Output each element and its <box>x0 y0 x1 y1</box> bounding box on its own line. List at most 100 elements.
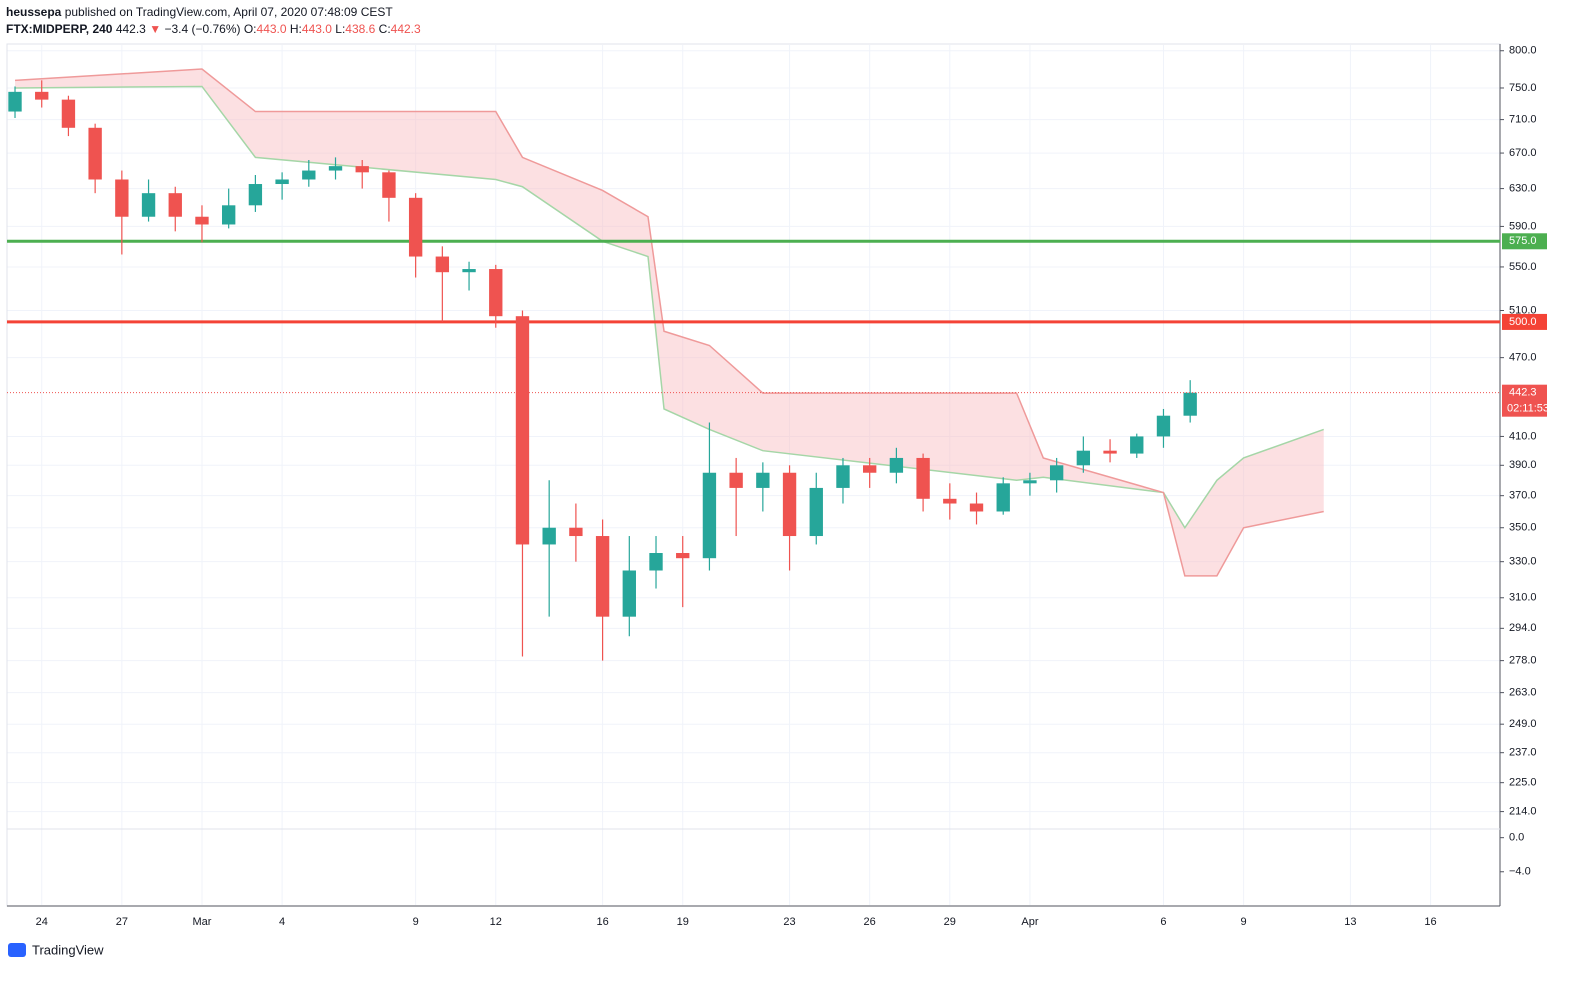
y-tick-label: 510.0 <box>1509 304 1537 316</box>
candle-body <box>408 197 423 257</box>
y-tick-label: 710.0 <box>1509 114 1537 126</box>
candle-body <box>275 179 289 185</box>
ohlc-1: 443.0 <box>301 22 332 36</box>
candle-body <box>515 316 530 545</box>
ohlc-3: 442.3 <box>390 22 421 36</box>
candle-body <box>622 570 636 617</box>
x-tick-label: 4 <box>279 916 285 928</box>
candle-body <box>1023 480 1037 484</box>
logo <box>8 943 26 957</box>
x-tick-label: 13 <box>1344 916 1356 928</box>
candle-body <box>595 536 610 617</box>
osc-tick-label: 0.0 <box>1509 832 1524 844</box>
x-tick-label: Mar <box>192 916 211 928</box>
candle-body <box>542 527 556 545</box>
candle-body <box>729 472 743 488</box>
candle-body <box>61 99 76 128</box>
level-label: 575.0 <box>1509 235 1537 247</box>
candle-body <box>302 170 316 180</box>
countdown-label: 02:11:53 <box>1507 403 1549 415</box>
x-tick-label: 12 <box>490 916 502 928</box>
ohlc-0: 443.0 <box>256 22 287 36</box>
candle-body <box>141 193 156 217</box>
candle-body <box>1049 465 1064 481</box>
symbol-line: FTX:MIDPERP, 240 442.3 ▼ −3.4 (−0.76%) O… <box>6 21 421 38</box>
brand: TradingView <box>32 942 104 957</box>
candle-body <box>1103 450 1117 454</box>
last-price-box <box>1502 384 1547 417</box>
y-tick-label: 225.0 <box>1509 777 1537 789</box>
y-tick-label: 630.0 <box>1509 182 1537 194</box>
y-tick-label: 237.0 <box>1509 747 1537 759</box>
candle-body <box>836 465 850 488</box>
last: 442.3 <box>115 22 146 36</box>
candle-body <box>248 184 263 206</box>
osc-tick-label: −4.0 <box>1509 866 1531 878</box>
y-tick-label: 330.0 <box>1509 556 1537 568</box>
y-tick-label: 294.0 <box>1509 622 1537 634</box>
candle-body <box>889 457 904 473</box>
candle-body <box>996 483 1010 512</box>
last-price-label: 442.3 <box>1509 387 1537 399</box>
cloud-fill <box>15 69 1324 576</box>
candle-body <box>382 172 396 198</box>
ohlc-2: 438.6 <box>345 22 376 36</box>
candle-body <box>782 472 797 537</box>
candle-body <box>1130 436 1144 454</box>
x-tick-label: 16 <box>1424 916 1436 928</box>
candle-body <box>1076 450 1091 466</box>
ohlc-1-label: H: <box>289 22 302 36</box>
level-label-box <box>1502 233 1547 250</box>
candle-body <box>863 465 877 473</box>
header: heussepa published on TradingView.com, A… <box>6 4 421 38</box>
x-tick-label: 9 <box>413 916 419 928</box>
y-tick-label: 278.0 <box>1509 655 1537 667</box>
y-tick-label: 670.0 <box>1509 147 1537 159</box>
y-tick-label: 214.0 <box>1509 805 1537 817</box>
candle-body <box>35 91 49 100</box>
candle-body <box>489 269 503 317</box>
candle-body <box>1156 415 1171 437</box>
y-tick-label: 350.0 <box>1509 522 1537 534</box>
ohlc-3-label: C: <box>378 22 391 36</box>
candle-body <box>916 457 930 499</box>
ohlc-0-label: O: <box>243 22 257 36</box>
candle-body <box>649 553 663 571</box>
cloud-span-b <box>14 68 1324 577</box>
ohlc-2-label: L: <box>335 22 346 36</box>
publish-line: heussepa published on TradingView.com, A… <box>6 4 421 21</box>
x-tick-label: 24 <box>36 916 48 928</box>
candle-body <box>8 91 22 112</box>
x-tick-label: 9 <box>1241 916 1247 928</box>
candle-body <box>88 127 102 180</box>
candle-body <box>222 205 236 225</box>
candle-body <box>702 472 717 559</box>
candle-body <box>943 498 957 504</box>
y-tick-label: 249.0 <box>1509 718 1537 730</box>
y-tick-label: 370.0 <box>1509 490 1537 502</box>
candle-body <box>328 166 343 171</box>
arrow: ▼ <box>149 22 162 36</box>
published: published on TradingView.com, April 07, … <box>64 5 393 19</box>
candle-body <box>1183 392 1197 416</box>
y-tick-label: 750.0 <box>1509 82 1537 94</box>
y-tick-label: 800.0 <box>1509 45 1537 57</box>
candle-body <box>195 216 209 225</box>
candle-body <box>969 503 984 512</box>
candle-body <box>355 166 369 173</box>
change: −3.4 (−0.76%) <box>164 22 241 36</box>
candle-body <box>676 553 690 559</box>
y-tick-label: 310.0 <box>1509 592 1537 604</box>
x-tick-label: 29 <box>944 916 956 928</box>
y-tick-label: 470.0 <box>1509 352 1537 364</box>
y-tick-label: 550.0 <box>1509 261 1537 273</box>
y-tick-label: 263.0 <box>1509 687 1537 699</box>
author: heussepa <box>6 5 62 19</box>
candle-body <box>168 193 182 217</box>
x-tick-label: 19 <box>677 916 689 928</box>
candle-body <box>569 527 583 537</box>
x-tick-label: 26 <box>864 916 876 928</box>
candle-body <box>756 472 770 488</box>
